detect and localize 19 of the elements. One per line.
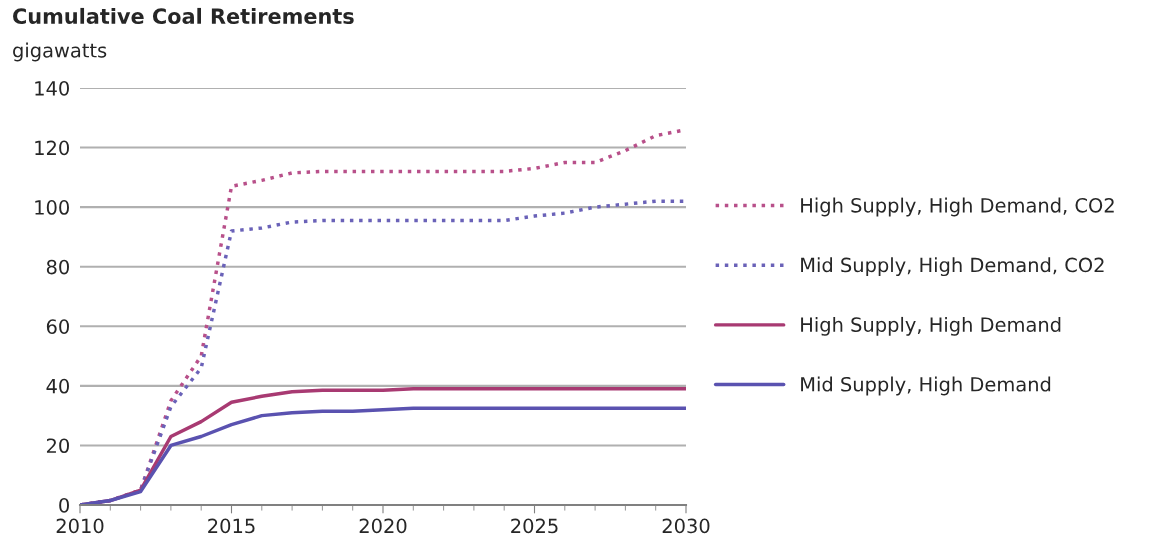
x-tick-label: 2010	[56, 518, 104, 534]
legend-label: Mid Supply, High Demand, CO2	[801, 257, 1104, 277]
legend-label: Mid Supply, High Demand	[801, 376, 1051, 396]
x-tick-label: 2030	[662, 518, 710, 534]
y-tick-label: 100	[35, 200, 69, 215]
legend-label: High Supply, High Demand	[801, 316, 1061, 336]
x-tick-label: 2015	[208, 518, 255, 534]
y-tick-label: 20	[46, 438, 69, 454]
y-tick-label: 140	[35, 80, 69, 96]
y-axis-title: gigawatts	[13, 42, 107, 62]
chart-title: Cumulative Coal Retirements	[13, 7, 354, 25]
y-tick-label: 80	[46, 259, 69, 275]
x-tick-label: 2025	[511, 518, 558, 534]
x-tick-label: 2020	[359, 518, 407, 534]
y-tick-label: 0	[59, 497, 69, 513]
y-tick-label: 120	[35, 140, 69, 156]
y-tick-label: 60	[46, 319, 69, 334]
y-tick-label: 40	[46, 378, 69, 394]
legend-label: High Supply, High Demand, CO2	[801, 197, 1114, 217]
